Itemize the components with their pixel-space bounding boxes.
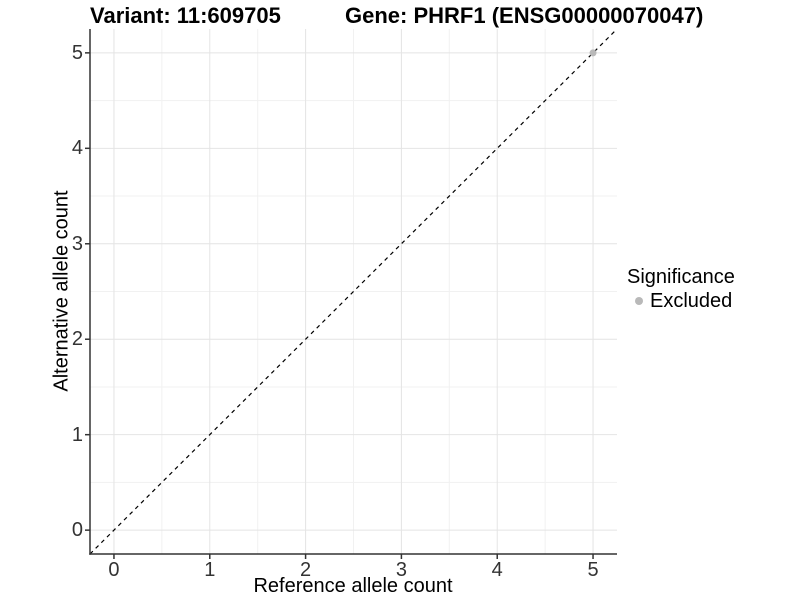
y-tick-label-3: 3 bbox=[71, 232, 83, 255]
y-tick-label-4: 4 bbox=[71, 137, 83, 160]
x-tick-label-5: 5 bbox=[587, 559, 599, 581]
legend-entry-excluded: Excluded bbox=[627, 289, 735, 313]
legend-entry-label: Excluded bbox=[650, 290, 733, 312]
y-tick-label-2: 2 bbox=[71, 328, 83, 351]
x-axis-title: Reference allele count bbox=[253, 575, 453, 597]
y-tick-label-0: 0 bbox=[71, 519, 83, 542]
x-tick-label-2: 2 bbox=[300, 559, 312, 581]
gene-title: Gene: PHRF1 (ENSG00000070047) bbox=[345, 3, 704, 28]
legend-point-icon bbox=[635, 297, 643, 305]
y-axis-title: Alternative allele count bbox=[50, 190, 73, 392]
y-tick-label-1: 1 bbox=[71, 423, 83, 446]
x-tick-label-1: 1 bbox=[204, 559, 216, 581]
identity-dashed-line bbox=[89, 28, 618, 555]
variant-title: Variant: 11:609705 bbox=[90, 3, 281, 28]
data-point-excluded bbox=[589, 49, 597, 57]
x-tick-label-4: 4 bbox=[491, 559, 503, 581]
x-tick-label-3: 3 bbox=[395, 559, 407, 581]
x-tick-label-0: 0 bbox=[108, 559, 120, 581]
legend-title: Significance bbox=[627, 266, 735, 288]
y-tick-label-5: 5 bbox=[71, 41, 83, 64]
legend: Significance Excluded bbox=[627, 265, 735, 313]
